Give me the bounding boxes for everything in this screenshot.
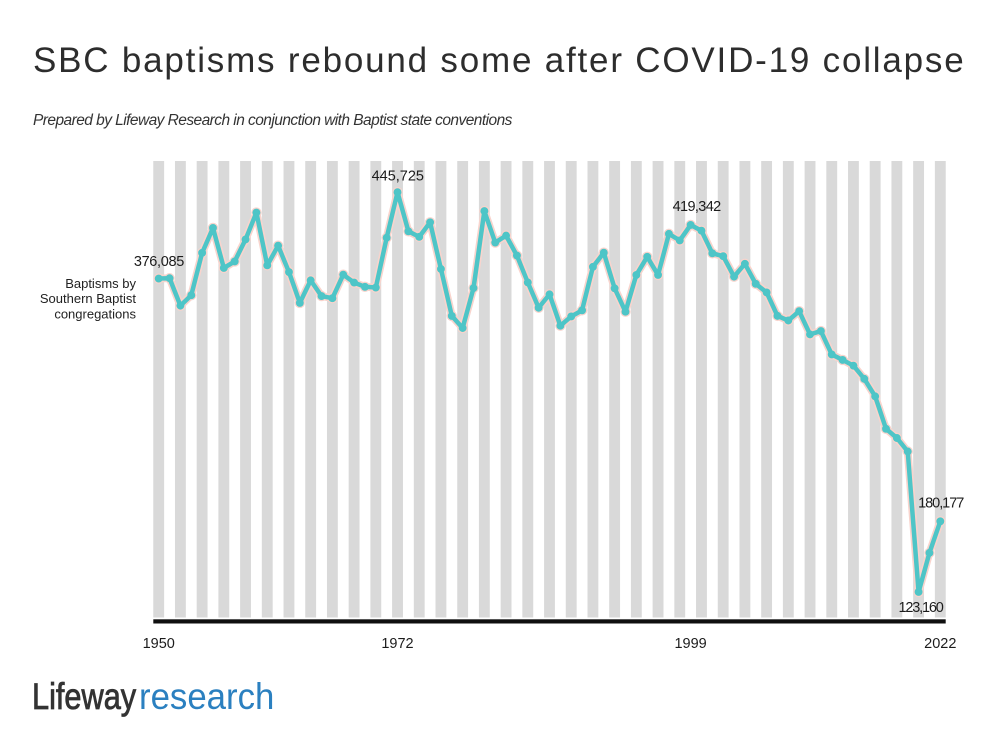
svg-text:445,725: 445,725	[372, 169, 424, 185]
svg-text:Baptisms by: Baptisms by	[65, 276, 136, 291]
svg-text:1999: 1999	[674, 636, 706, 652]
svg-text:Southern Baptist: Southern Baptist	[40, 291, 137, 306]
svg-text:419,342: 419,342	[673, 199, 722, 215]
svg-text:1950: 1950	[143, 636, 175, 652]
svg-text:123,160: 123,160	[899, 600, 944, 616]
svg-text:180,177: 180,177	[918, 495, 964, 511]
svg-text:2022: 2022	[924, 636, 956, 652]
svg-text:congregations: congregations	[54, 307, 136, 322]
svg-text:376,085: 376,085	[134, 254, 184, 270]
svg-text:1972: 1972	[381, 636, 413, 652]
